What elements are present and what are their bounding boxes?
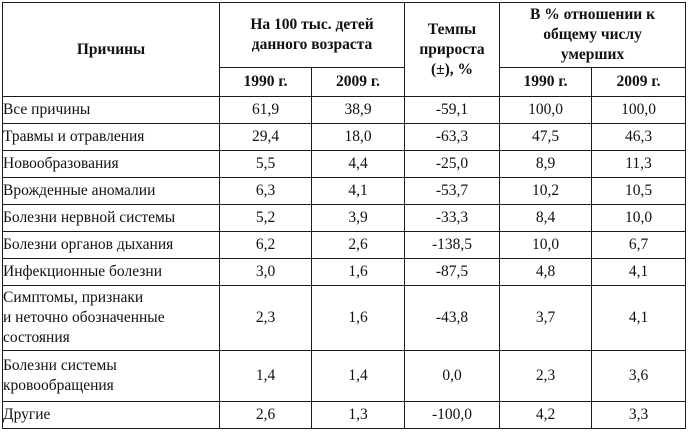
rate-2009-cell: 4,4 [310,150,406,178]
rate-1990-cell: 5,5 [219,150,312,178]
header-per-100k: На 100 тыс. детей данного возраста [218,2,406,68]
rate-2009-cell: 18,0 [310,123,406,151]
rate-1990-cell: 29,4 [219,123,312,151]
share-1990-cell: 47,5 [499,123,593,151]
cause-cell: Болезни нервной системы [2,204,220,232]
cause-cell: Врожденные аномалии [2,177,220,205]
rate-1990-cell: 3,0 [219,258,312,286]
share-1990-cell: 10,2 [499,177,593,205]
cause-label: Новообразования [3,155,119,172]
share-1990-cell: 8,4 [499,204,593,232]
header-rate-2009: 2009 г. [310,67,406,97]
share-1990-cell: 8,9 [499,150,593,178]
rate-1990-cell: 2,6 [219,401,312,429]
cause-label: Инфекционные болезни [3,263,162,280]
cause-label: Симптомы, признаки и неточно обозначенны… [3,289,165,346]
cause-label: Травмы и отравления [3,128,145,145]
table-row: Болезни органов дыхания 6,2 2,6 -138,5 1… [2,231,687,259]
share-2009-cell: 6,7 [591,231,687,259]
table-row: Все причины 61,9 38,9 -59,1 100,0 100,0 [2,96,687,124]
growth-cell: -43,8 [404,285,501,351]
growth-cell: -59,1 [404,96,501,124]
rate-2009-cell: 3,9 [310,204,406,232]
growth-cell: -87,5 [404,258,501,286]
header-rate-1990: 1990 г. [219,67,312,97]
mortality-causes-table: Причины На 100 тыс. детей данного возрас… [2,2,687,429]
cause-cell: Инфекционные болезни [2,258,220,286]
table-row: Врожденные аномалии 6,3 4,1 -53,7 10,2 1… [2,177,687,205]
table-row: Болезни системы кровообращения 1,4 1,4 0… [2,350,687,402]
growth-cell: -33,3 [404,204,501,232]
header-share-of-deaths: В % отношении к общему числу умерших [499,2,687,68]
share-2009-cell: 46,3 [591,123,687,151]
growth-cell: -138,5 [404,231,501,259]
growth-cell: 0,0 [404,350,501,402]
table-row: Другие 2,6 1,3 -100,0 4,2 3,3 [2,401,687,429]
cause-label: Болезни системы кровообращения [3,357,117,394]
cause-label: Болезни органов дыхания [3,236,174,253]
cause-cell: Новообразования [2,150,220,178]
cause-label: Врожденные аномалии [3,182,156,199]
growth-cell: -63,3 [404,123,501,151]
rate-1990-cell: 61,9 [219,96,312,124]
rate-2009-cell: 1,4 [310,350,406,402]
cause-cell: Симптомы, признаки и неточно обозначенны… [2,285,220,351]
share-1990-cell: 100,0 [499,96,593,124]
cause-label: Другие [3,406,51,423]
header-cause: Причины [2,2,220,97]
cause-cell: Травмы и отравления [2,123,220,151]
rate-1990-cell: 6,3 [219,177,312,205]
header-growth-rate: Темпы прироста (±), % [404,2,501,97]
share-2009-cell: 3,3 [591,401,687,429]
share-1990-cell: 4,2 [499,401,593,429]
rate-2009-cell: 4,1 [310,177,406,205]
rate-2009-cell: 38,9 [310,96,406,124]
rate-1990-cell: 1,4 [219,350,312,402]
rate-1990-cell: 5,2 [219,204,312,232]
share-2009-cell: 4,1 [591,285,687,351]
share-2009-cell: 4,1 [591,258,687,286]
table-row: Болезни нервной системы 5,2 3,9 -33,3 8,… [2,204,687,232]
growth-cell: -100,0 [404,401,501,429]
share-1990-cell: 10,0 [499,231,593,259]
cause-cell: Болезни системы кровообращения [2,350,220,402]
table-row: Травмы и отравления 29,4 18,0 -63,3 47,5… [2,123,687,151]
cause-cell: Болезни органов дыхания [2,231,220,259]
table-row: Инфекционные болезни 3,0 1,6 -87,5 4,8 4… [2,258,687,286]
growth-cell: -53,7 [404,177,501,205]
table-row: Новообразования 5,5 4,4 -25,0 8,9 11,3 [2,150,687,178]
header-share-2009: 2009 г. [591,67,687,97]
rate-2009-cell: 2,6 [310,231,406,259]
share-2009-cell: 10,5 [591,177,687,205]
share-2009-cell: 10,0 [591,204,687,232]
share-1990-cell: 3,7 [499,285,593,351]
rate-2009-cell: 1,3 [310,401,406,429]
growth-cell: -25,0 [404,150,501,178]
cause-cell: Все причины [2,96,220,124]
rate-2009-cell: 1,6 [310,258,406,286]
cause-label: Все причины [3,101,91,118]
share-2009-cell: 11,3 [591,150,687,178]
rate-1990-cell: 6,2 [219,231,312,259]
cause-cell: Другие [2,401,220,429]
rate-2009-cell: 1,6 [310,285,406,351]
header-share-1990: 1990 г. [499,67,593,97]
share-1990-cell: 4,8 [499,258,593,286]
cause-label: Болезни нервной системы [3,209,176,226]
share-2009-cell: 100,0 [591,96,687,124]
share-2009-cell: 3,6 [591,350,687,402]
share-1990-cell: 2,3 [499,350,593,402]
table-row: Симптомы, признаки и неточно обозначенны… [2,285,687,351]
rate-1990-cell: 2,3 [219,285,312,351]
